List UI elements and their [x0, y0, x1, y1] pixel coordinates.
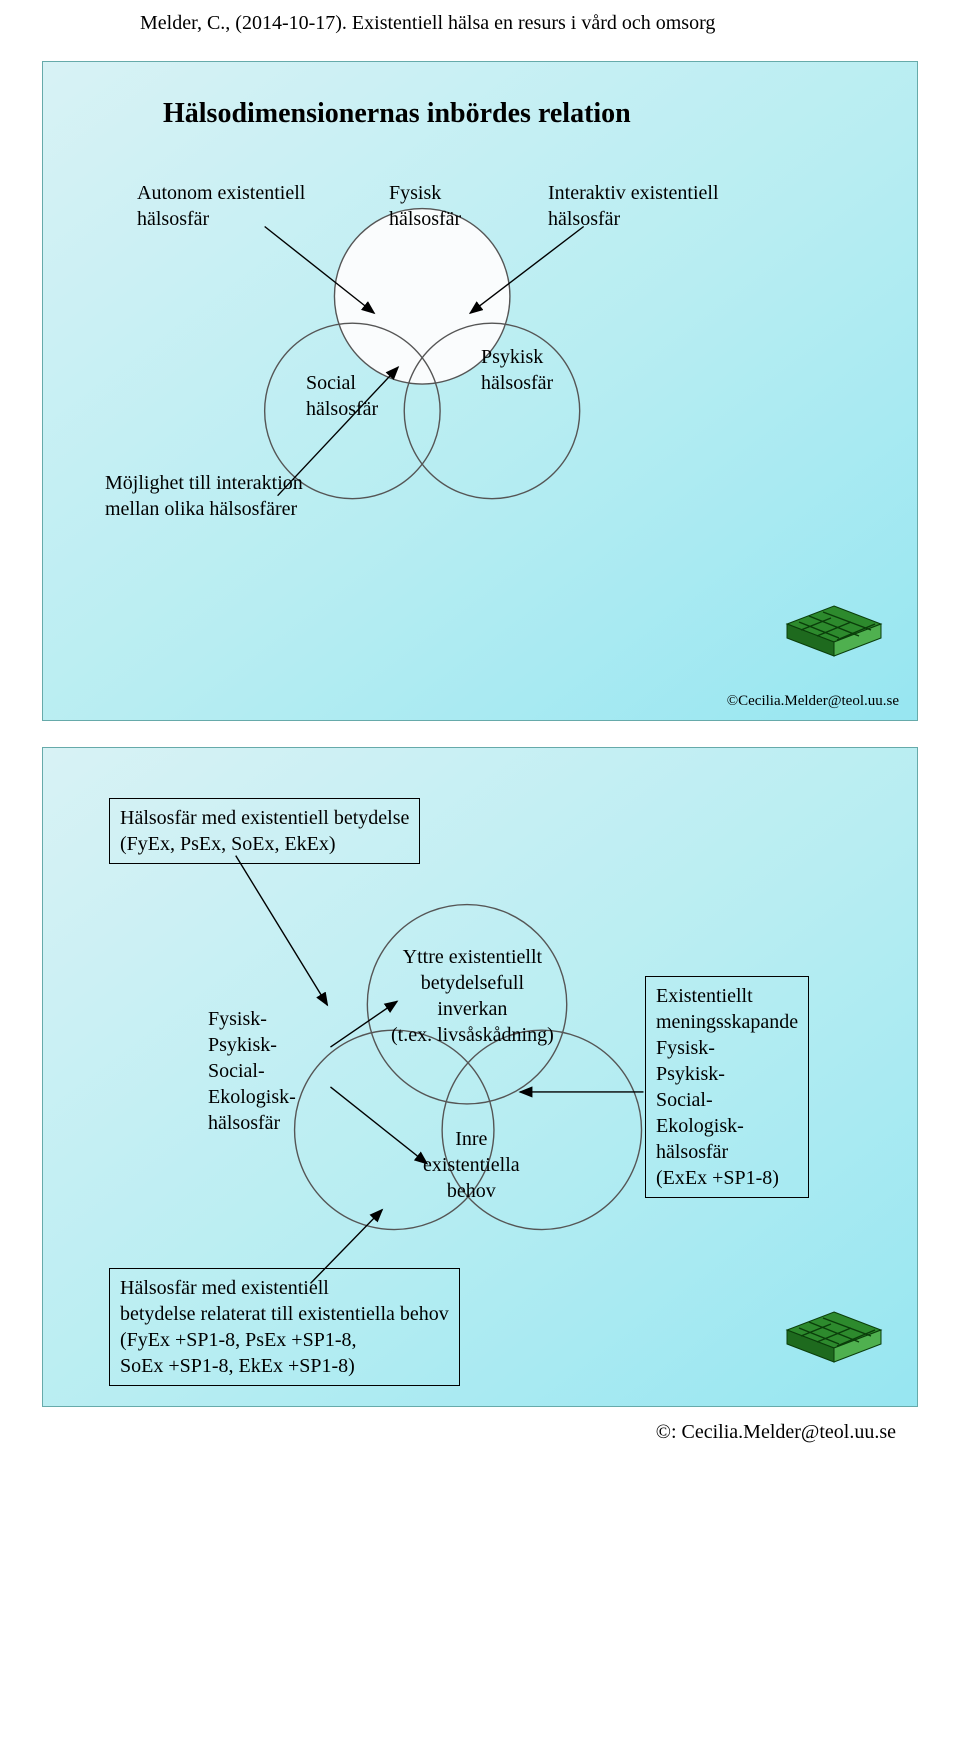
- label-inre: Inre existentiella behov: [423, 1126, 520, 1204]
- slide-2: Hälsosfär med existentiell betydelse (Fy…: [42, 747, 918, 1407]
- label-interaktiv: Interaktiv existentiell hälsosfär: [548, 180, 719, 232]
- slide-1-copyright: ©Cecilia.Melder@teol.uu.se: [727, 693, 899, 710]
- label-autonom: Autonom existentiell hälsosfär: [137, 180, 305, 232]
- footer-copyright: ©: Cecilia.Melder@teol.uu.se: [0, 1407, 960, 1458]
- maze-icon: [779, 1306, 889, 1366]
- page-root: Melder, C., (2014-10-17). Existentiell h…: [0, 0, 960, 1458]
- label-social: Social hälsosfär: [306, 370, 378, 422]
- maze-icon: [779, 600, 889, 660]
- slide-1: Hälsodimensionernas inbördes relation Au…: [42, 61, 918, 721]
- label-yttre: Yttre existentiellt betydelsefull inverk…: [391, 944, 554, 1048]
- label-left-sphere: Fysisk- Psykisk- Social- Ekologisk- häls…: [208, 1006, 296, 1136]
- slide-1-title: Hälsodimensionernas inbördes relation: [43, 62, 917, 130]
- box-bottom: Hälsosfär med existentiell betydelse rel…: [109, 1268, 460, 1386]
- box-top: Hälsosfär med existentiell betydelse (Fy…: [109, 798, 420, 864]
- label-fysisk: Fysisk hälsosfär: [389, 180, 461, 232]
- header-citation: Melder, C., (2014-10-17). Existentiell h…: [0, 0, 960, 35]
- label-mojlighet: Möjlighet till interaktion mellan olika …: [105, 470, 303, 522]
- box-right: Existentiellt meningsskapande Fysisk- Ps…: [645, 976, 809, 1198]
- label-psykisk: Psykisk hälsosfär: [481, 344, 553, 396]
